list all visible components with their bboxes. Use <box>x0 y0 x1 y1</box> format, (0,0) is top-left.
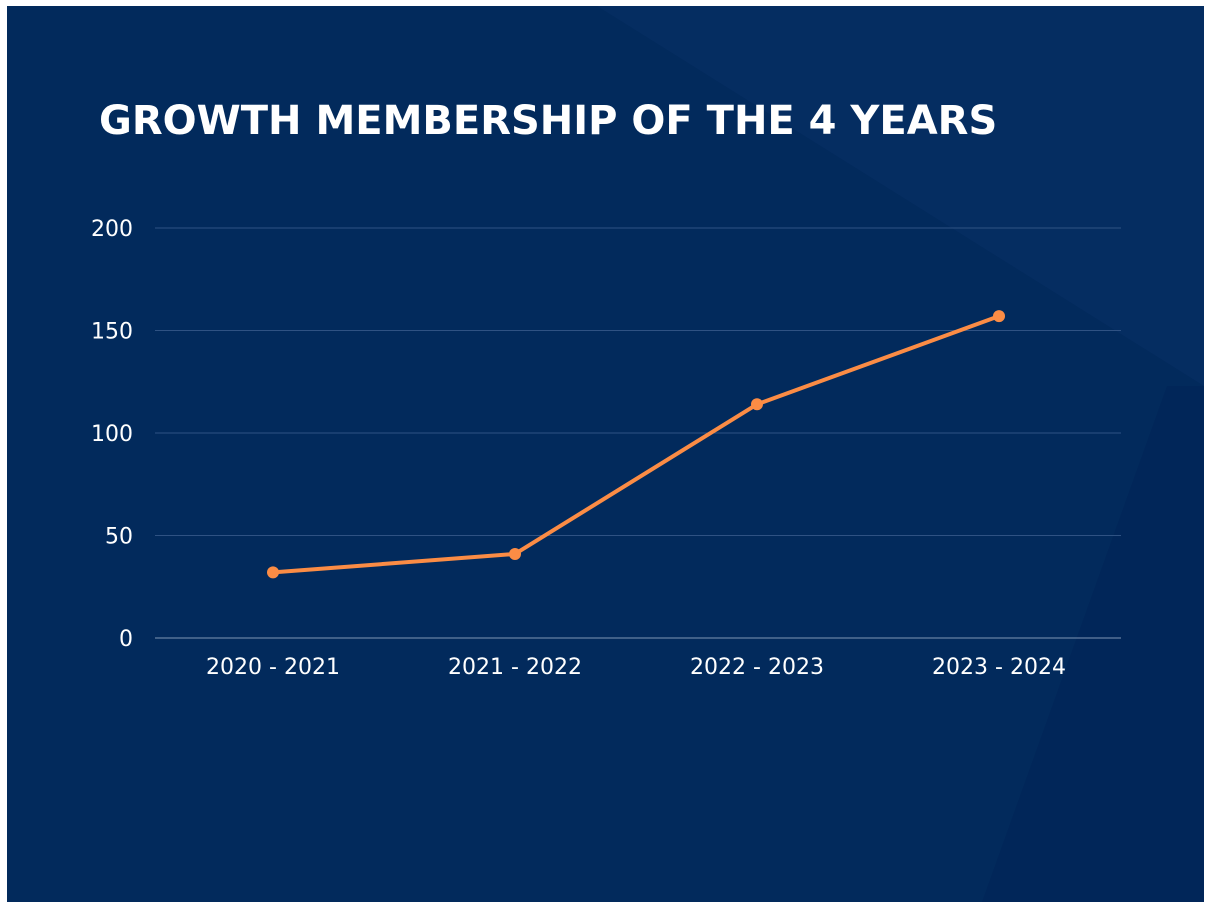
chart-slide: GROWTH MEMBERSHIP OF THE 4 YEARS 0 50 100 1… <box>7 6 1204 902</box>
x-axis-ticks: 2020 - 2021 2021 - 2022 2022 - 2023 2023 - … <box>206 655 1066 680</box>
y-tick-label: 0 <box>119 627 133 652</box>
y-tick-label: 200 <box>91 217 133 242</box>
y-tick-label: 100 <box>91 422 133 447</box>
series-layer <box>267 310 1005 579</box>
x-tick-label: 2023 - 2024 <box>932 655 1066 680</box>
y-axis-ticks: 0 50 100 150 200 <box>91 217 133 652</box>
background-decoration <box>597 6 1204 902</box>
y-tick-label: 150 <box>91 320 133 345</box>
x-tick-label: 2020 - 2021 <box>206 655 340 680</box>
data-point <box>509 547 521 560</box>
line-chart: 0 50 100 150 200 2020 - 2021 2021 - 2022 2022 … <box>91 217 1121 680</box>
gridlines <box>155 227 1121 639</box>
data-point <box>267 566 279 579</box>
x-tick-label: 2021 - 2022 <box>448 655 582 680</box>
data-point <box>751 398 763 411</box>
x-tick-label: 2022 - 2023 <box>690 655 824 680</box>
chart-title: GROWTH MEMBERSHIP OF THE 4 YEARS <box>99 98 998 144</box>
data-point <box>993 310 1005 323</box>
series-line <box>271 314 1001 575</box>
y-tick-label: 50 <box>105 525 133 550</box>
